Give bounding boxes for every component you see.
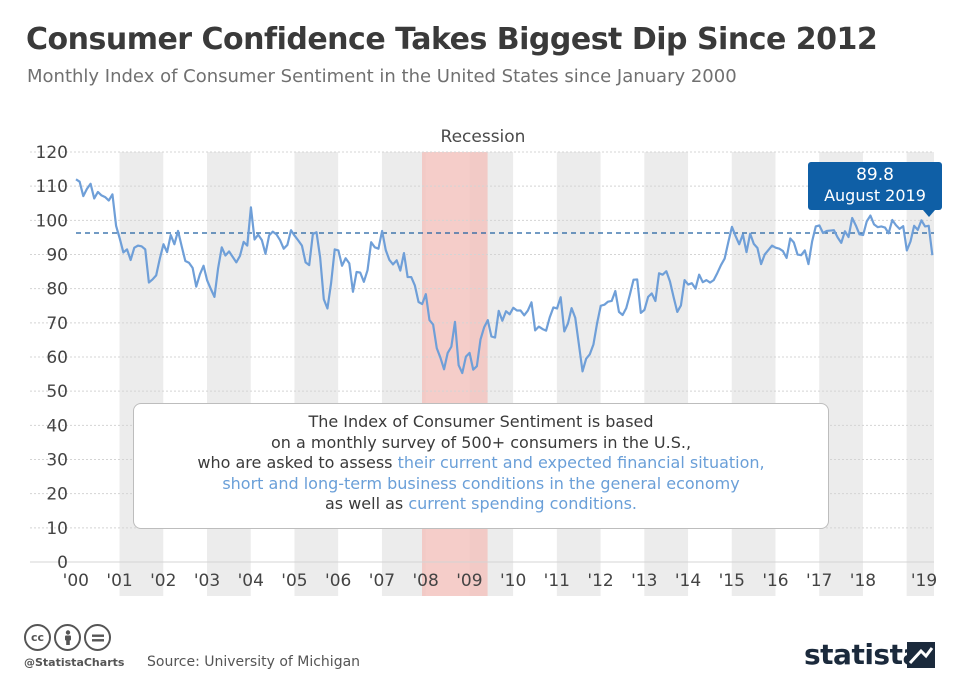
y-tick-label: 10: [46, 519, 68, 539]
y-tick-label: 60: [46, 348, 68, 368]
year-band: [644, 152, 689, 596]
y-tick-label: 110: [36, 177, 68, 197]
info-text: who are asked to assess: [197, 453, 398, 472]
y-tick-label: 30: [46, 451, 68, 471]
y-tick-label: 120: [36, 143, 68, 163]
info-highlight: their current and expected financial sit…: [397, 453, 765, 472]
year-band: [119, 152, 164, 596]
x-tick-label: '07: [369, 571, 395, 591]
license-icons: cc: [24, 624, 111, 651]
y-tick-label: 70: [46, 314, 68, 334]
info-line: who are asked to assess their current an…: [134, 453, 828, 474]
recession-label: Recession: [441, 127, 526, 147]
latest-value-callout: 89.8 August 2019: [808, 162, 942, 217]
x-tick-label: '02: [150, 571, 176, 591]
year-band: [731, 152, 776, 596]
statista-logo-icon: [907, 642, 935, 668]
x-tick-label: '16: [762, 571, 788, 591]
y-tick-label: 50: [46, 382, 68, 402]
x-tick-label: '12: [587, 571, 613, 591]
info-line: The Index of Consumer Sentiment is based: [308, 412, 654, 431]
x-tick-label: '19: [911, 571, 937, 591]
callout-date: August 2019: [824, 186, 926, 205]
x-tick-label: '15: [719, 571, 745, 591]
sentiment-line: [75, 178, 934, 375]
chart-title: Consumer Confidence Takes Biggest Dip Si…: [26, 22, 878, 57]
attribution-icon[interactable]: [54, 624, 81, 651]
year-band: [207, 152, 251, 596]
chart-subtitle: Monthly Index of Consumer Sentiment in t…: [27, 66, 737, 87]
x-tick-label: '18: [850, 571, 876, 591]
x-tick-label: '08: [412, 571, 438, 591]
y-tick-label: 40: [46, 416, 68, 436]
x-tick-label: '11: [544, 571, 570, 591]
x-tick-label: '03: [194, 571, 220, 591]
x-tick-label: '01: [106, 571, 132, 591]
year-band: [906, 152, 934, 596]
x-tick-label: '05: [281, 571, 307, 591]
info-line: as well as current spending conditions.: [134, 494, 828, 515]
callout-value: 89.8: [856, 165, 894, 185]
info-text: as well as: [324, 494, 409, 513]
info-line: on a monthly survey of 500+ consumers in…: [270, 432, 692, 452]
recession-band: [422, 152, 488, 596]
x-tick-label: '13: [631, 571, 657, 591]
source-note: Source: University of Michigan: [147, 654, 361, 670]
x-tick-label: '00: [63, 571, 89, 591]
y-tick-label: 80: [46, 280, 68, 300]
x-tick-label: '04: [238, 571, 264, 591]
y-tick-label: 20: [46, 485, 68, 505]
info-highlight: current spending conditions.: [408, 494, 638, 513]
twitter-handle[interactable]: @StatistaCharts: [24, 656, 125, 669]
year-band: [381, 152, 426, 596]
y-tick-label: 100: [36, 211, 68, 231]
year-band: [294, 152, 339, 596]
x-tick-label: '10: [500, 571, 526, 591]
x-tick-label: '06: [325, 571, 351, 591]
creative-commons-icon[interactable]: cc: [24, 624, 51, 651]
y-tick-label: 90: [46, 246, 68, 266]
info-highlight: short and long-term business conditions …: [222, 473, 740, 493]
year-band: [556, 152, 601, 596]
no-derivatives-icon[interactable]: [84, 624, 111, 651]
statista-logo[interactable]: statista: [804, 638, 921, 671]
info-box: The Index of Consumer Sentiment is based…: [133, 403, 829, 529]
x-tick-label: '14: [675, 571, 701, 591]
x-tick-label: '17: [806, 571, 832, 591]
year-band: [819, 152, 863, 596]
y-tick-label: 0: [57, 553, 68, 573]
x-tick-label: '09: [456, 571, 482, 591]
